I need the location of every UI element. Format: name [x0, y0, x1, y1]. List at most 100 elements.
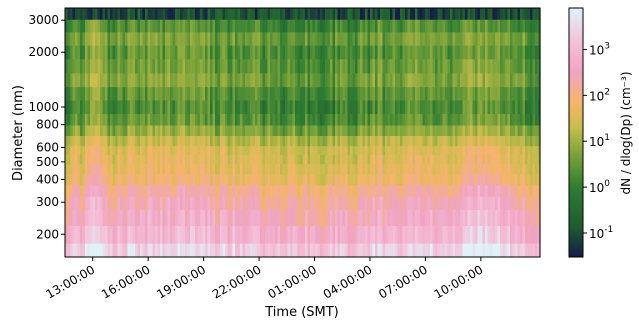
heatmap-cell — [195, 184, 199, 197]
heatmap-cell — [260, 31, 264, 46]
heatmap-cell — [390, 58, 394, 74]
heatmap-cell — [330, 209, 334, 227]
heatmap-cell — [207, 86, 211, 101]
heatmap-cell — [447, 145, 451, 156]
heatmap-cell — [355, 209, 359, 227]
heatmap-cell — [340, 72, 344, 88]
heatmap-cell — [142, 19, 146, 33]
heatmap-cell — [485, 124, 489, 137]
heatmap-cell — [300, 58, 304, 74]
heatmap-cell — [300, 124, 304, 137]
heatmap-cell — [285, 209, 289, 227]
heatmap-cell — [420, 209, 424, 227]
heatmap-cell — [505, 225, 509, 244]
heatmap-cell — [272, 163, 276, 175]
heatmap-cell — [250, 173, 254, 186]
heatmap-cell — [90, 19, 94, 33]
heatmap-cell — [90, 145, 94, 156]
heatmap-cell — [192, 31, 196, 46]
heatmap-cell — [337, 99, 341, 115]
heatmap-cell — [257, 209, 261, 227]
heatmap-cell — [462, 72, 466, 88]
heatmap-cell — [87, 99, 91, 115]
heatmap-cell — [297, 19, 301, 33]
heatmap-cell — [172, 58, 176, 74]
heatmap-cell — [415, 31, 419, 46]
heatmap-cell — [487, 196, 491, 211]
heatmap-cell — [252, 209, 256, 227]
heatmap-cell — [210, 86, 214, 101]
heatmap-cell — [152, 184, 156, 197]
heatmap-cell — [322, 31, 326, 46]
heatmap-cell — [190, 31, 194, 46]
heatmap-cell — [90, 209, 94, 227]
heatmap-cell — [392, 173, 396, 186]
heatmap-cell — [157, 124, 161, 137]
heatmap-cell — [427, 72, 431, 88]
heatmap-cell — [95, 31, 99, 46]
heatmap-cell — [277, 225, 281, 244]
heatmap-cell — [75, 225, 79, 244]
heatmap-cell — [447, 196, 451, 211]
heatmap-cell — [175, 99, 179, 115]
heatmap-cell — [202, 58, 206, 74]
heatmap-cell — [252, 225, 256, 244]
heatmap-cell — [322, 145, 326, 156]
heatmap-cell — [145, 135, 149, 147]
heatmap-cell — [477, 163, 481, 175]
heatmap-cell — [327, 173, 331, 186]
heatmap-cell — [522, 154, 526, 165]
heatmap-cell — [262, 173, 266, 186]
heatmap-cell — [500, 145, 504, 156]
heatmap-cell — [377, 145, 381, 156]
heatmap-cell — [260, 196, 264, 211]
heatmap-cell — [255, 173, 259, 186]
heatmap-cell — [212, 225, 216, 244]
heatmap-cell — [475, 163, 479, 175]
heatmap-cell — [175, 8, 179, 20]
heatmap-cell — [127, 184, 131, 197]
heatmap-cell — [332, 173, 336, 186]
heatmap-cell — [420, 58, 424, 74]
heatmap-cell — [205, 99, 209, 115]
heatmap-cell — [167, 72, 171, 88]
heatmap-cell — [282, 154, 286, 165]
heatmap-cell — [385, 173, 389, 186]
heatmap-cell — [257, 45, 261, 60]
heatmap-cell — [180, 184, 184, 197]
heatmap-cell — [320, 8, 324, 20]
heatmap-cell — [355, 86, 359, 101]
heatmap-cell — [405, 124, 409, 137]
heatmap-cell — [535, 145, 539, 156]
heatmap-cell — [132, 173, 136, 186]
heatmap-cell — [437, 209, 441, 227]
heatmap-cell — [120, 124, 124, 137]
heatmap-cell — [150, 8, 154, 20]
heatmap-cell — [87, 145, 91, 156]
heatmap-cell — [477, 58, 481, 74]
heatmap-cell — [282, 19, 286, 33]
heatmap-cell — [200, 145, 204, 156]
heatmap-cell — [410, 154, 414, 165]
heatmap-cell — [405, 173, 409, 186]
heatmap-cell — [122, 124, 126, 137]
heatmap-cell — [305, 209, 309, 227]
heatmap-cell — [87, 45, 91, 60]
heatmap-cell — [175, 58, 179, 74]
heatmap-cell — [207, 8, 211, 20]
heatmap-cell — [382, 225, 386, 244]
heatmap-cell — [527, 145, 531, 156]
heatmap-cell — [292, 113, 296, 126]
heatmap-cell — [235, 209, 239, 227]
heatmap-cell — [537, 243, 541, 258]
heatmap-cell — [350, 184, 354, 197]
heatmap-cell — [80, 225, 84, 244]
heatmap-cell — [132, 225, 136, 244]
heatmap-cell — [380, 124, 384, 137]
heatmap-cell — [432, 19, 436, 33]
heatmap-cell — [217, 31, 221, 46]
heatmap-cell — [467, 135, 471, 147]
heatmap-cell — [365, 173, 369, 186]
heatmap-cell — [187, 124, 191, 137]
heatmap-cell — [107, 45, 111, 60]
